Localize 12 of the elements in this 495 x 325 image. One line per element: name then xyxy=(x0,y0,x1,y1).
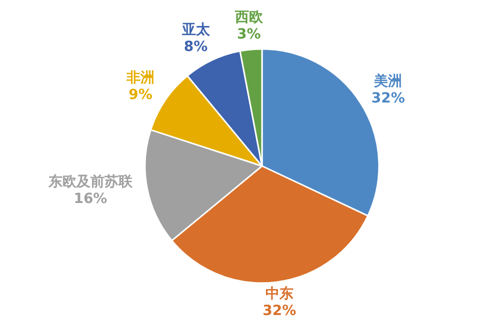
slice-label: 西欧 xyxy=(234,10,264,26)
data-label: 16% xyxy=(74,191,108,208)
slice-label: 中东 xyxy=(265,284,294,302)
slice-label: 亚太 xyxy=(180,22,211,38)
data-label: 32% xyxy=(262,302,296,319)
slice-label: 东欧及前苏联 xyxy=(47,173,134,190)
data-label: 32% xyxy=(371,90,405,107)
data-label: 8% xyxy=(184,39,208,56)
data-label: 3% xyxy=(237,26,261,43)
slice-label: 美洲 xyxy=(373,72,402,90)
data-label: 9% xyxy=(128,86,152,103)
slice-label: 非洲 xyxy=(126,70,155,86)
